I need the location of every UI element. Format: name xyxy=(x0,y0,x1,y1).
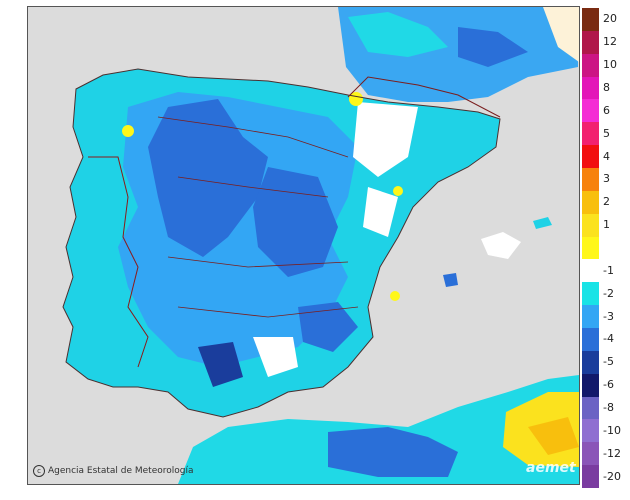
legend-swatch xyxy=(582,213,599,238)
central-anomaly xyxy=(253,167,338,277)
legend-label: -5 xyxy=(603,355,614,369)
legend-label: 6 xyxy=(603,103,610,117)
castellon-yellow-spot xyxy=(393,186,403,196)
andalucia-white-patch xyxy=(253,337,298,377)
credit: c Agencia Estatal de Meteorología xyxy=(33,465,194,477)
coastline xyxy=(62,68,501,418)
legend-label: 3 xyxy=(603,172,610,186)
legend-label: 4 xyxy=(603,149,610,163)
legend-swatch xyxy=(582,282,599,306)
legend-label: 12 xyxy=(603,35,617,49)
legend-label: -20 xyxy=(603,469,621,483)
legend-label: 2 xyxy=(603,195,610,209)
legend-label: -1 xyxy=(603,263,614,277)
legend-label: -10 xyxy=(603,423,621,437)
legend-swatch xyxy=(582,8,599,32)
legend-label: 1 xyxy=(603,218,610,232)
southeast-anomaly xyxy=(298,302,358,352)
legend-label: 10 xyxy=(603,58,617,72)
legend-label: -8 xyxy=(603,401,614,414)
map-canvas xyxy=(28,7,579,484)
legend-label: -2 xyxy=(603,286,614,300)
province-borders xyxy=(157,116,359,318)
valencia-white-patch xyxy=(363,187,398,237)
copyright-icon: c xyxy=(33,465,45,477)
legend-swatch xyxy=(582,99,599,123)
color-legend: 20 12 10 8 6 5 4 3 2 1 -1 -2 -3 -4 -5 -6 -8 -10 -12 -20 xyxy=(582,8,630,489)
legend-swatch xyxy=(582,168,599,192)
credit-text: Agencia Estatal de Meteorología xyxy=(48,466,194,476)
legend-swatch xyxy=(582,419,599,443)
africa-blue-patch xyxy=(328,427,458,477)
ebro-white-patch xyxy=(353,102,418,177)
legend-swatch xyxy=(582,30,599,55)
legend-swatch xyxy=(582,442,599,466)
ibiza xyxy=(443,273,458,287)
legend-swatch xyxy=(582,190,599,215)
legend-swatch xyxy=(582,236,599,260)
africa-orange-patch xyxy=(528,417,579,455)
aemet-watermark: aemet xyxy=(526,460,576,476)
legend-swatch xyxy=(582,465,599,489)
legend-swatch xyxy=(582,53,599,78)
legend-swatch xyxy=(582,305,599,329)
legend-label: -6 xyxy=(603,378,614,392)
france-cyan-patch xyxy=(348,12,448,57)
legend-label: -4 xyxy=(603,332,614,346)
legend-label: -3 xyxy=(603,309,614,323)
france-blue-patch xyxy=(458,27,528,67)
legend-swatch xyxy=(582,259,599,283)
temperature-anomaly-map: aemet xyxy=(27,6,580,485)
north-meseta-anomaly xyxy=(148,99,268,257)
mallorca xyxy=(481,232,521,259)
france-east-region xyxy=(543,7,579,62)
south-anomaly xyxy=(198,342,243,387)
menorca xyxy=(533,217,552,229)
legend-label: 8 xyxy=(603,81,610,94)
legend-label: -12 xyxy=(603,446,621,460)
legend-label: 5 xyxy=(603,126,610,140)
legend-label: 20 xyxy=(603,12,617,26)
portugal-border xyxy=(88,156,149,368)
legend-swatch xyxy=(582,328,599,352)
legend-swatch xyxy=(582,145,599,169)
legend-swatch xyxy=(582,396,599,420)
legend-swatch xyxy=(582,373,599,398)
legend-swatch xyxy=(582,122,599,146)
murcia-yellow-spot xyxy=(390,291,400,301)
legend-swatch xyxy=(582,350,599,375)
galicia-yellow-spot xyxy=(122,125,134,137)
pyrenees-border xyxy=(347,76,501,118)
legend-swatch xyxy=(582,76,599,100)
